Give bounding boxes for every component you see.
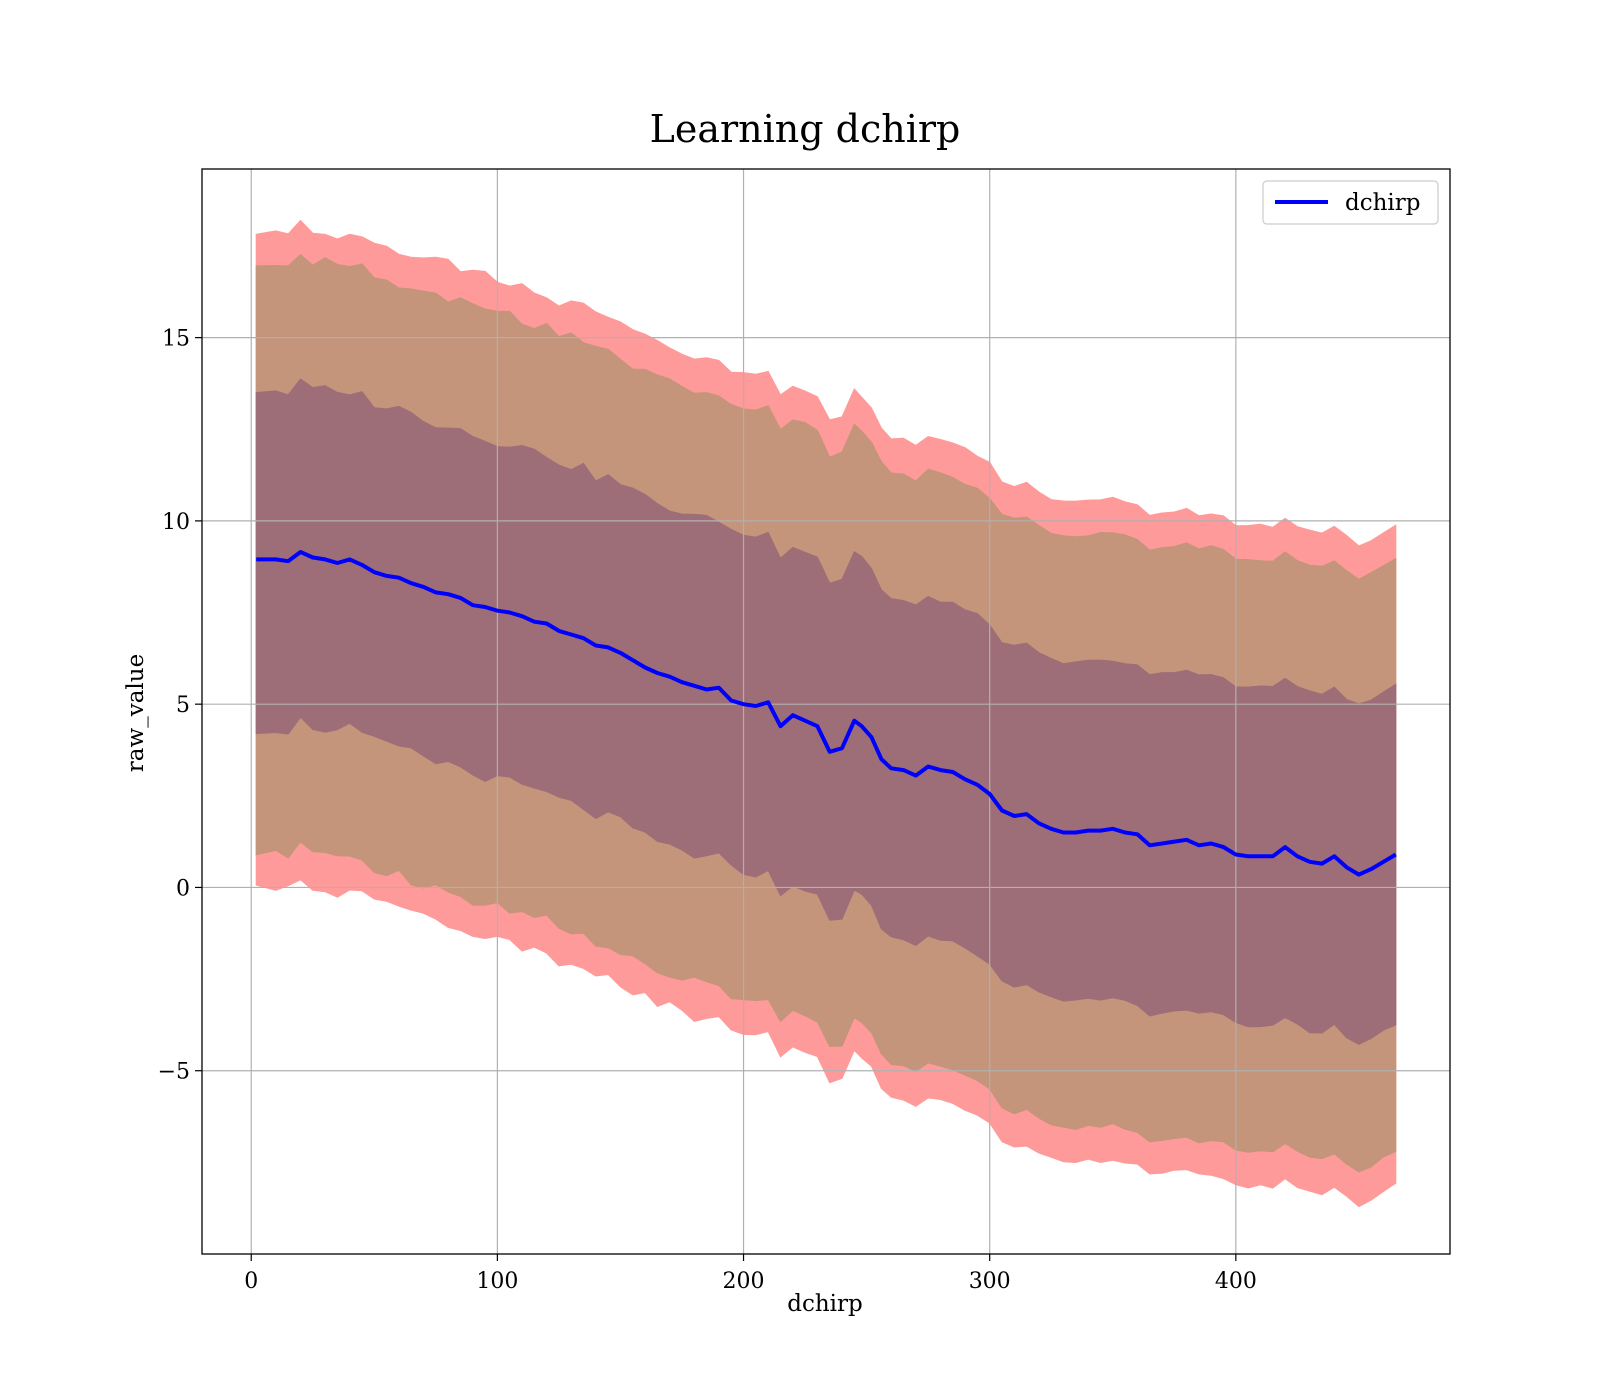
x-axis-label: dchirp [787, 1291, 863, 1317]
series-line-dchirp [256, 550, 1397, 877]
legend-entry-dchirp: dchirp [1345, 190, 1421, 216]
legend-box [1262, 180, 1439, 225]
x-axis-ticks: 0 100 200 300 400 [244, 1254, 1257, 1294]
grid-lines [202, 169, 1450, 1254]
y-axis-ticks: −5 0 5 10 15 [158, 327, 202, 1085]
y-tick-label-10: 10 [162, 510, 190, 535]
y-tick-label-0: 0 [176, 876, 190, 901]
y-tick-label-15: 15 [162, 327, 190, 352]
y-tick-label--5: −5 [158, 1060, 190, 1085]
x-tick-label-100: 100 [476, 1269, 518, 1294]
chart-title: Learning dchirp [650, 107, 961, 151]
confidence-bands [255, 219, 1397, 1208]
x-tick-label-400: 400 [1215, 1269, 1257, 1294]
legend: dchirp [1262, 180, 1439, 225]
band-1-sigma [255, 378, 1397, 1045]
x-tick-label-0: 0 [244, 1269, 258, 1294]
x-tick-label-200: 200 [723, 1269, 765, 1294]
y-tick-label-5: 5 [176, 693, 190, 718]
x-tick-label-300: 300 [969, 1269, 1011, 1294]
y-axis-label: raw_value [123, 654, 149, 772]
plot-frame [201, 168, 1451, 1255]
series-line-group [256, 550, 1397, 877]
plot-area [201, 168, 1451, 1255]
